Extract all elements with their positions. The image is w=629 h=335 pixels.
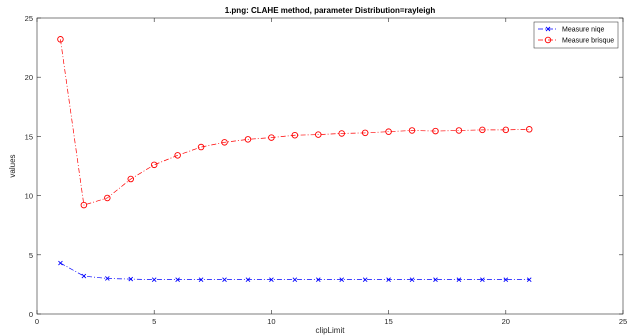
- data-point-measure-brisque: [361, 129, 369, 137]
- data-point-measure-brisque: [455, 127, 463, 134]
- data-point-measure-niqe: [409, 277, 415, 282]
- data-point-measure-niqe: [339, 277, 345, 282]
- data-point-measure-brisque: [57, 36, 64, 43]
- data-point-measure-niqe: [245, 277, 251, 282]
- data-point-measure-niqe: [105, 276, 110, 281]
- data-point-measure-niqe: [480, 277, 485, 282]
- marker-stroke: [292, 277, 298, 282]
- data-point-measure-niqe: [503, 277, 509, 282]
- y-tick-label: 25: [25, 14, 33, 23]
- y-tick-label: 15: [25, 132, 33, 141]
- data-point-measure-niqe: [269, 277, 274, 282]
- data-point-measure-niqe: [222, 277, 227, 282]
- marker-stroke: [526, 277, 532, 282]
- legend-marker-measure-niqe: [545, 26, 551, 32]
- data-point-measure-brisque: [479, 126, 486, 134]
- marker-stroke: [81, 273, 87, 279]
- marker-stroke: [222, 277, 227, 282]
- y-tick-label: 10: [25, 192, 33, 201]
- series-measure-niqe: [58, 260, 532, 282]
- data-point-measure-niqe: [58, 260, 63, 266]
- marker-stroke: [269, 277, 274, 282]
- series-layer: [57, 36, 533, 282]
- data-point-measure-brisque: [197, 143, 205, 151]
- data-point-measure-niqe: [456, 277, 462, 282]
- x-tick-label: 25: [619, 317, 627, 326]
- marker-stroke: [198, 277, 204, 282]
- data-point-measure-brisque: [385, 128, 392, 135]
- marker-stroke: [128, 276, 134, 282]
- data-point-measure-niqe: [362, 277, 368, 282]
- series-measure-brisque: [57, 36, 533, 209]
- marker-stroke: [409, 277, 415, 282]
- data-point-measure-brisque: [221, 139, 228, 146]
- legend-label-measure-niqe: Measure niqe: [562, 27, 605, 34]
- x-axis-label: clipLimit: [316, 326, 346, 335]
- marker-stroke: [175, 277, 180, 282]
- marker-stroke: [315, 277, 321, 282]
- x-tick-label: 5: [152, 317, 156, 326]
- y-tick-label: 0: [29, 310, 33, 319]
- data-point-measure-niqe: [81, 273, 87, 279]
- data-point-measure-brisque: [338, 130, 345, 137]
- data-point-measure-brisque: [150, 161, 158, 169]
- data-point-measure-niqe: [292, 277, 298, 282]
- marker-stroke: [480, 277, 485, 282]
- marker-stroke: [433, 277, 438, 282]
- marker-stroke: [386, 277, 391, 282]
- y-axis-label: values: [8, 154, 17, 177]
- data-point-measure-brisque: [104, 194, 111, 202]
- legend-label-measure-brisque: Measure brisque: [562, 38, 614, 45]
- marker-stroke: [503, 277, 509, 282]
- data-point-measure-brisque: [525, 126, 533, 133]
- data-point-measure-niqe: [433, 277, 438, 282]
- legend: Measure niqe Measure brisque: [533, 21, 619, 49]
- data-point-measure-niqe: [128, 276, 134, 282]
- x-tick-label: 20: [502, 317, 510, 326]
- x-tick-label: 15: [384, 317, 392, 326]
- data-point-measure-brisque: [432, 127, 439, 135]
- data-point-measure-brisque: [408, 127, 416, 134]
- data-point-measure-brisque: [315, 131, 322, 138]
- data-point-measure-niqe: [315, 277, 321, 282]
- chart-title: 1.png: CLAHE method, parameter Distribut…: [225, 6, 436, 15]
- x-axis-ticks: 0 5 10 15 20 25: [35, 18, 627, 326]
- data-point-measure-brisque: [268, 134, 275, 141]
- data-point-measure-niqe: [151, 277, 157, 282]
- x-tick-label: 0: [35, 317, 39, 326]
- data-point-measure-niqe: [198, 277, 204, 282]
- data-point-measure-brisque: [174, 152, 181, 159]
- data-point-measure-brisque: [127, 175, 135, 183]
- marker-stroke: [362, 277, 368, 282]
- series-line-measure-brisque: [60, 39, 530, 206]
- marker-stroke: [545, 26, 551, 32]
- data-point-measure-niqe: [386, 277, 391, 282]
- y-tick-label: 5: [29, 251, 33, 260]
- marker-stroke: [339, 277, 345, 282]
- y-axis-ticks: 0 5 10 15 20 25: [25, 14, 623, 319]
- data-point-measure-niqe: [175, 277, 180, 282]
- marker-stroke: [105, 276, 110, 281]
- x-tick-label: 10: [267, 317, 275, 326]
- plot-area: [36, 17, 624, 315]
- legend-box: [533, 21, 619, 49]
- marker-stroke: [151, 277, 157, 282]
- data-point-measure-niqe: [526, 277, 532, 282]
- y-tick-label: 20: [25, 73, 33, 82]
- marker-stroke: [245, 277, 251, 282]
- data-point-measure-brisque: [502, 126, 510, 134]
- data-point-measure-brisque: [291, 131, 299, 139]
- marker-stroke: [58, 260, 63, 266]
- data-point-measure-brisque: [244, 136, 252, 143]
- data-point-measure-brisque: [80, 201, 88, 209]
- legend-marker-measure-brisque: [544, 36, 552, 44]
- marker-stroke: [456, 277, 462, 282]
